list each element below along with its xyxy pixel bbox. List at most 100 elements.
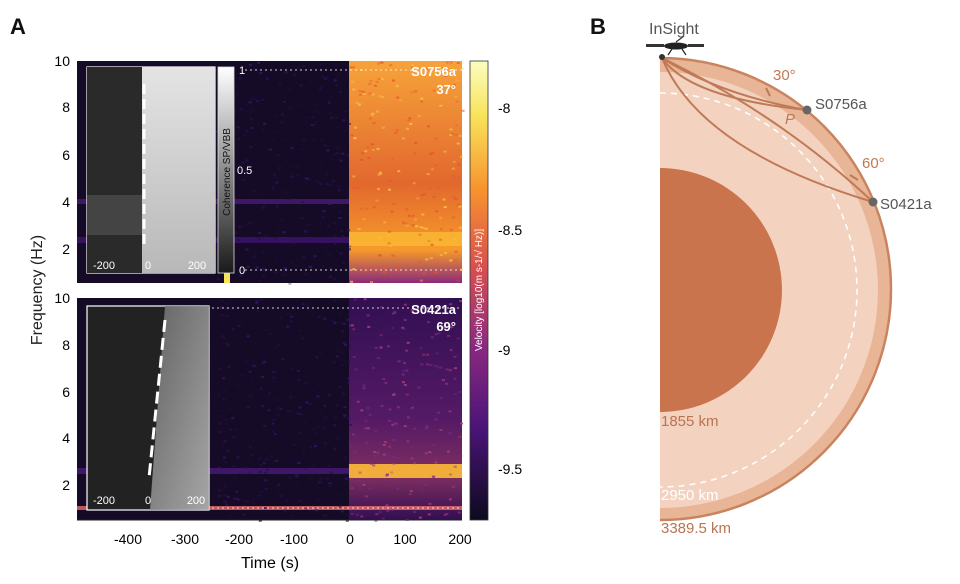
spectrogram-pixel [341, 330, 344, 333]
spectrogram-pixel [268, 148, 272, 151]
spectrogram-pixel [248, 101, 252, 104]
spectrogram-pixel [342, 322, 346, 325]
spectrogram-pixel [434, 418, 438, 421]
spectrogram-pixel [360, 158, 364, 161]
spectrogram-pixel [431, 151, 435, 154]
spectrogram-pixel [303, 467, 307, 470]
spectrogram-pixel [238, 225, 242, 228]
spectrogram-pixel [365, 441, 369, 444]
mars-cross-section: InSight S0756a S0421a 30° 60° P 1855 km … [646, 21, 932, 537]
spectrogram-pixel [374, 429, 378, 432]
spectrogram-pixel [273, 131, 277, 133]
top-event-name: S0756a [411, 64, 457, 79]
spectrogram-pixel [367, 156, 371, 159]
spectrogram-pixel [268, 332, 272, 335]
spectrogram-pixel [217, 431, 221, 433]
colorbar-tick-9: -9 [498, 342, 511, 358]
spectrogram-pixel [420, 194, 424, 197]
spectrogram-pixel [323, 442, 327, 444]
spectrogram-pixel [329, 267, 333, 270]
spectrogram-pixel [405, 349, 409, 352]
spectrogram-pixel [289, 396, 293, 399]
spectrogram-pixel [317, 315, 321, 318]
spectrogram-pixel [236, 239, 240, 242]
spectrogram-pixel [282, 274, 286, 277]
spectrogram-pixel [351, 433, 355, 436]
spectrogram-pixel [272, 418, 276, 421]
spectrogram-pixel [375, 110, 379, 113]
spectrogram-pixel [347, 345, 351, 348]
spectrogram-pixel [265, 468, 269, 471]
spectrogram-pixel [444, 75, 447, 77]
top-inset-xtick-3: 200 [188, 260, 206, 272]
spectrogram-pixel [344, 456, 348, 459]
ray-path-s0756a-upper [661, 57, 808, 111]
spectrogram-pixel [297, 378, 301, 381]
spectrogram-pixel [422, 353, 426, 356]
spectrogram-pixel [395, 457, 399, 459]
spectrogram-pixel [344, 110, 348, 113]
spectrogram-pixel [261, 251, 265, 253]
spectrogram-pixel [255, 266, 259, 269]
bottom-inset-xtick-2: 0 [145, 495, 151, 507]
spectrogram-pixel [413, 462, 417, 465]
spectrogram-pixel [255, 300, 259, 303]
spectrogram-pixel [328, 112, 332, 115]
spectrogram-pixel [349, 66, 353, 69]
spectrogram-pixel [444, 72, 448, 75]
spectrogram-pixel [350, 513, 354, 515]
spectrogram-pixel [350, 80, 354, 83]
spectrogram-pixel [376, 147, 380, 150]
spectrogram-pixel [396, 487, 400, 490]
spectrogram-pixel [279, 317, 283, 320]
spectrogram-pixel [263, 507, 267, 510]
spectrogram-pixel [222, 377, 225, 380]
spectrogram-pixel [363, 298, 367, 301]
spectrogram-pixel [383, 478, 387, 481]
spectrogram-pixel [288, 106, 292, 109]
spectrogram-pixel [327, 101, 331, 104]
angle-60-label: 60° [862, 155, 885, 172]
top-spectrogram: -200 0 200 Coherence SP/VBB 1 0.5 0 S075… [77, 61, 465, 285]
spectrogram-pixel [348, 122, 352, 125]
spectrogram-pixel [254, 469, 258, 472]
spectrogram-pixel [233, 96, 237, 99]
spectrogram-pixel [256, 157, 260, 160]
bottom-event-name: S0421a [411, 302, 457, 317]
spectrogram-pixel [389, 64, 393, 67]
spectrogram-pixel [243, 503, 247, 506]
spectrogram-pixel [391, 327, 395, 329]
spectrogram-pixel [458, 134, 462, 137]
spectrogram-pixel [378, 171, 382, 174]
spectrogram-pixel [392, 394, 396, 396]
transition-zone-dashed [659, 92, 858, 488]
spectrogram-pixel [392, 79, 395, 82]
spectrogram-pixel [355, 101, 359, 104]
spectrogram-pixel [306, 223, 310, 226]
ray-path-s0756a-lower [661, 57, 808, 111]
spectrogram-pixel [244, 466, 248, 469]
spectrogram-pixel [348, 245, 352, 248]
spectrogram-pixel [380, 306, 383, 309]
s0421a-marker [868, 197, 878, 207]
spectrogram-pixel [247, 222, 251, 225]
spectrogram-pixel [350, 487, 354, 490]
spectrogram-pixel [336, 126, 340, 129]
spectrogram-pixel [217, 489, 221, 492]
spectrogram-pixel [266, 77, 269, 80]
spectrogram-pixel [281, 113, 284, 116]
spectrogram-pixel [291, 262, 295, 265]
spectrogram-pixel [244, 479, 248, 481]
spectrogram-pixel [381, 517, 385, 520]
spectrogram-pixel [333, 424, 337, 427]
spectrogram-pixel [217, 409, 221, 412]
spectrogram-pixel [332, 361, 336, 364]
spectrogram-pixel [318, 412, 322, 415]
spectrogram-pixel [292, 165, 296, 168]
spectrogram-pixel [403, 384, 407, 386]
spectrogram-pixel [341, 391, 344, 394]
spectrogram-pixel [256, 100, 259, 102]
spectrogram-pixel [237, 325, 241, 328]
spectrogram-pixel [249, 110, 253, 113]
colorbar-tick-95: -9.5 [498, 461, 522, 477]
